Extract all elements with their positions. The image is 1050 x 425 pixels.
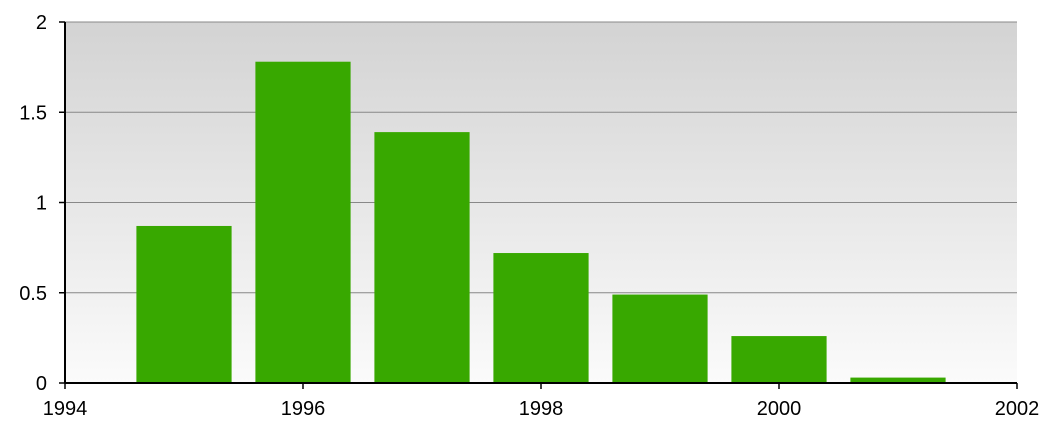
y-tick-label: 0 <box>36 373 47 395</box>
y-tick-label: 1.5 <box>19 102 47 124</box>
x-tick-label: 1998 <box>519 398 564 420</box>
bar <box>850 377 946 383</box>
bar <box>255 61 351 384</box>
x-tick-label: 2002 <box>995 398 1040 420</box>
y-tick-label: 0.5 <box>19 283 47 305</box>
y-tick-label: 2 <box>36 12 47 34</box>
bar <box>731 336 827 383</box>
bar <box>136 225 232 383</box>
x-tick-label: 2000 <box>757 398 802 420</box>
x-tick-label: 1996 <box>281 398 326 420</box>
bar <box>612 294 708 383</box>
bar <box>374 132 470 383</box>
x-tick-label: 1994 <box>43 398 88 420</box>
bar <box>493 253 589 383</box>
y-tick-label: 1 <box>36 193 47 215</box>
